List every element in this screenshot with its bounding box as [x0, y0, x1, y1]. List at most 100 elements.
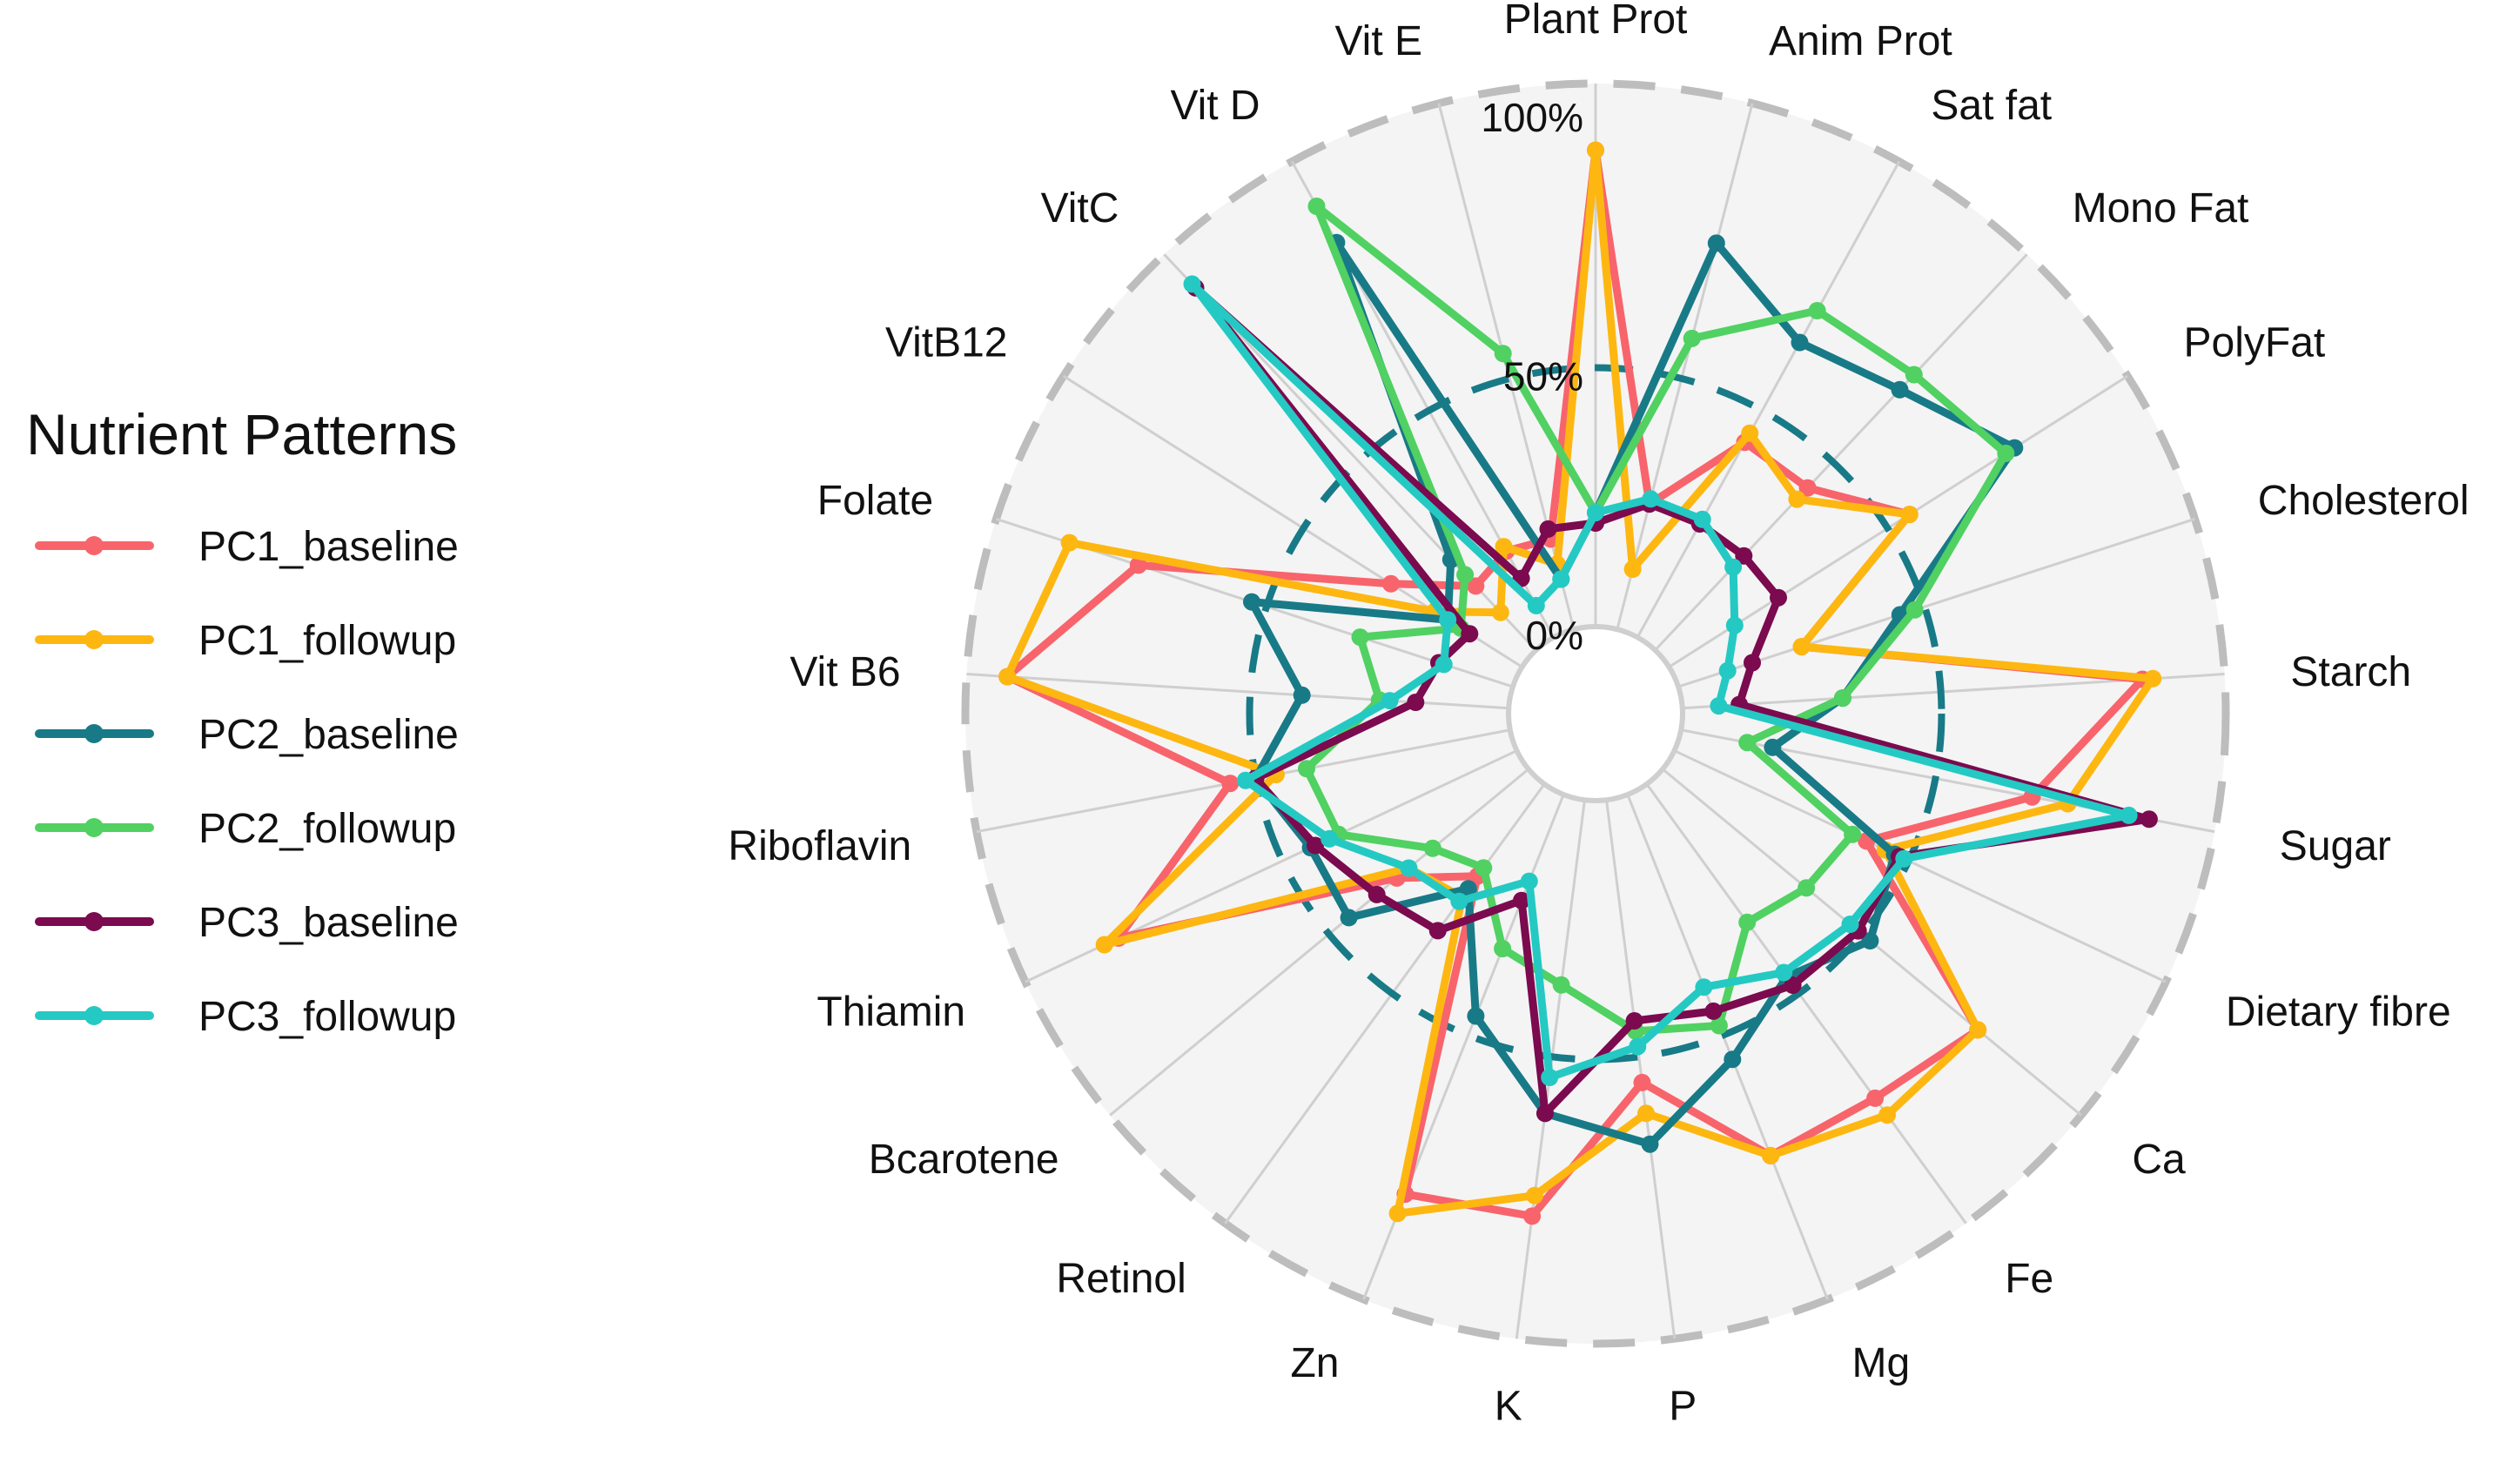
- legend-label: PC3_baseline: [198, 900, 459, 946]
- legend-swatch-point: [84, 1006, 104, 1025]
- data-point: [1861, 932, 1879, 949]
- data-point: [1710, 1016, 1728, 1035]
- data-point: [1642, 490, 1660, 508]
- data-point: [1623, 560, 1642, 578]
- spoke-line: [1654, 253, 2028, 652]
- data-point: [1791, 333, 1809, 352]
- data-point: [1792, 638, 1811, 656]
- data-point: [1625, 1012, 1643, 1030]
- category-label: Cholesterol: [2258, 478, 2470, 524]
- data-point: [1526, 1186, 1543, 1204]
- spoke-line: [1645, 783, 1967, 1224]
- data-point: [1461, 625, 1479, 643]
- data-point: [1293, 686, 1311, 704]
- data-point: [1641, 1135, 1659, 1153]
- category-label: PolyFat: [2184, 319, 2326, 366]
- data-point: [1467, 577, 1485, 595]
- data-point: [1724, 1050, 1742, 1069]
- spoke-line: [1673, 749, 2167, 983]
- data-point: [1221, 775, 1240, 793]
- ring-50-percent: [1246, 364, 1945, 1063]
- data-point: [1456, 566, 1475, 584]
- category-label: Sat fat: [1931, 83, 2052, 129]
- category-label: Ca: [2132, 1137, 2186, 1183]
- radial-tick-labels: 0% 50% 100%: [1481, 95, 1583, 658]
- legend-item: PC1_baseline: [35, 524, 459, 570]
- data-point: [1683, 329, 1701, 347]
- data-point: [1307, 198, 1326, 215]
- data-point: [1552, 976, 1570, 994]
- data-point: [1738, 734, 1757, 752]
- data-point: [1905, 366, 1923, 384]
- data-point: [1467, 1007, 1485, 1025]
- spoke-line: [1616, 103, 1754, 630]
- data-point: [1536, 1104, 1554, 1123]
- data-point: [1475, 859, 1493, 877]
- data-point: [1775, 963, 1793, 982]
- category-label: Retinol: [1056, 1256, 1186, 1302]
- radial-tick-label: 100%: [1481, 95, 1583, 140]
- data-point: [1494, 345, 1512, 363]
- category-label: Starch: [2290, 649, 2411, 695]
- data-point: [1523, 1207, 1542, 1225]
- category-label: VitB12: [885, 319, 1008, 366]
- legend-swatch-point: [84, 818, 104, 837]
- data-point: [1368, 885, 1386, 903]
- category-label: K: [1495, 1384, 1522, 1430]
- data-point: [1381, 574, 1400, 593]
- data-point: [1997, 444, 2015, 462]
- legend-swatch-point: [84, 630, 104, 649]
- data-point: [1710, 697, 1728, 715]
- category-label: Riboflavin: [728, 823, 911, 869]
- legend-swatch-point: [84, 724, 104, 743]
- data-point: [1695, 978, 1713, 996]
- legend-item: PC3_baseline: [35, 900, 459, 946]
- data-point: [1495, 538, 1513, 556]
- radial-tick-label: 50%: [1503, 354, 1583, 399]
- data-point: [1693, 510, 1711, 528]
- category-label: Anim Prot: [1769, 18, 1952, 64]
- legend-item: PC2_followup: [35, 806, 456, 852]
- data-point: [1060, 533, 1079, 552]
- series-line: [1003, 146, 2157, 1218]
- data-point: [2140, 810, 2158, 829]
- category-label: Folate: [817, 478, 933, 524]
- data-point: [1423, 839, 1441, 857]
- category-label: Fe: [2005, 1256, 2053, 1302]
- series-layer: [998, 141, 2162, 1225]
- data-point: [1725, 616, 1744, 634]
- data-point: [1798, 879, 1816, 897]
- data-point: [1435, 655, 1453, 674]
- category-labels: Plant Prot Anim Prot Sat fat Mono Fat PolyFa…: [728, 0, 2469, 1430]
- data-point: [1520, 872, 1538, 890]
- data-point: [1513, 891, 1530, 909]
- data-point: [1744, 654, 1761, 672]
- data-point: [1844, 825, 1862, 843]
- data-point: [1491, 603, 1509, 621]
- spoke-line: [1668, 374, 2129, 668]
- data-point: [1307, 836, 1324, 855]
- spoke-line: [1677, 517, 2196, 688]
- data-point: [1494, 940, 1512, 957]
- data-point: [1243, 593, 1260, 611]
- data-point: [1798, 479, 1817, 497]
- category-label: Vit D: [1170, 83, 1260, 129]
- data-point: [1439, 611, 1457, 629]
- data-point: [1969, 1021, 1987, 1039]
- data-point: [1459, 880, 1477, 898]
- data-point: [1095, 936, 1113, 954]
- data-point: [1735, 547, 1753, 565]
- data-point: [1183, 275, 1201, 293]
- data-point: [1129, 556, 1147, 574]
- data-point: [1527, 596, 1545, 614]
- data-point: [1637, 1104, 1655, 1123]
- data-point: [1340, 909, 1358, 927]
- data-point: [1587, 141, 1604, 159]
- legend-swatch-point: [84, 912, 104, 931]
- data-point: [1298, 760, 1315, 778]
- data-point: [1762, 1146, 1780, 1164]
- data-point: [1808, 302, 1826, 319]
- spoke-line: [1636, 160, 1901, 639]
- category-label: Thiamin: [816, 990, 965, 1036]
